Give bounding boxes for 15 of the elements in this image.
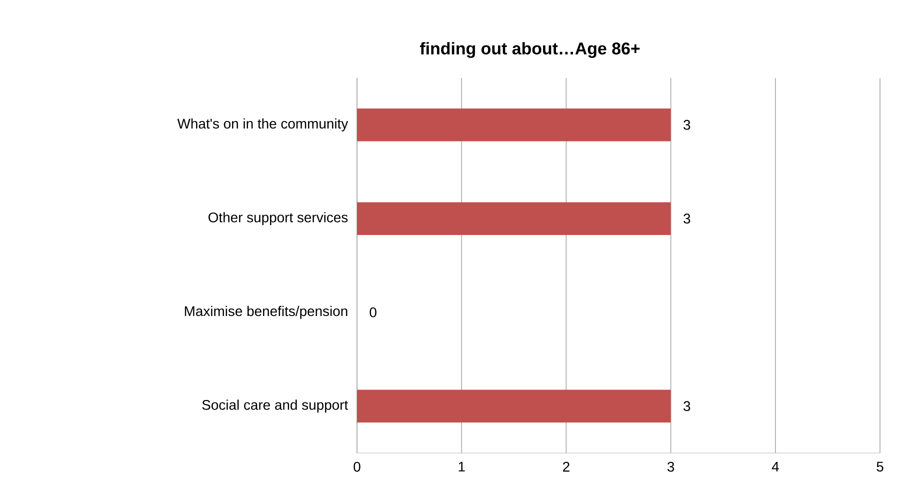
y-tick-label: What's on in the community <box>177 118 348 132</box>
x-tick-label: 4 <box>772 462 779 472</box>
data-label: 3 <box>684 120 690 130</box>
data-label: 3 <box>684 401 690 412</box>
y-tick-label: Social care and support <box>202 400 348 413</box>
x-tick-label: 2 <box>563 462 570 472</box>
data-label: 0 <box>370 307 376 318</box>
chart-title: finding out about…Age 86+ <box>420 42 640 58</box>
y-tick-label: Other support services <box>208 212 348 226</box>
data-label: 3 <box>684 214 690 224</box>
x-tick-label: 0 <box>354 462 360 472</box>
x-tick-label: 1 <box>458 462 465 472</box>
x-tick-label: 5 <box>876 462 884 472</box>
x-tick-label: 3 <box>667 462 674 472</box>
y-tick-label: Maximise benefits/pension <box>184 306 348 319</box>
